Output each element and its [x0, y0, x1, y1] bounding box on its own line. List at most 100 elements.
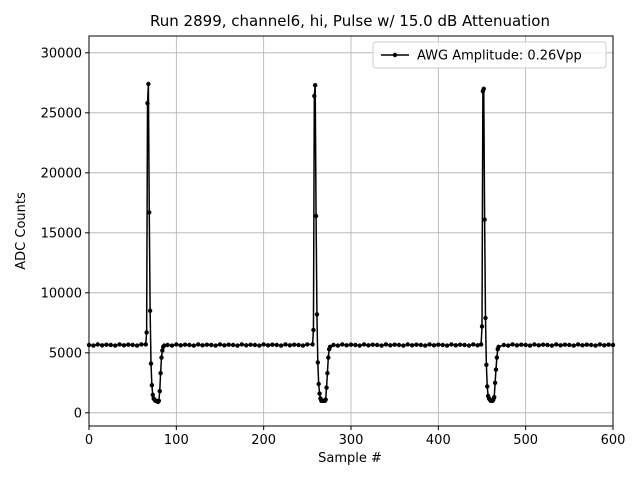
data-point — [496, 344, 501, 349]
data-point — [444, 343, 450, 348]
data-point — [427, 342, 432, 347]
y-tick-label: 25000 — [41, 106, 82, 121]
data-point — [597, 342, 603, 347]
x-tick-label: 500 — [513, 433, 538, 448]
data-point — [305, 342, 310, 347]
data-point — [209, 342, 214, 348]
data-point — [315, 360, 321, 365]
legend-marker — [392, 52, 398, 58]
data-point — [493, 367, 499, 372]
data-point — [146, 81, 151, 87]
y-tick-label: 30000 — [41, 46, 82, 61]
data-point — [239, 342, 245, 347]
data-point — [149, 383, 155, 388]
data-point — [244, 343, 249, 348]
data-point — [226, 342, 231, 347]
data-point — [466, 343, 472, 348]
y-tick-label: 20000 — [41, 166, 82, 181]
data-point — [357, 343, 362, 348]
data-point — [158, 371, 163, 376]
data-point — [195, 342, 201, 347]
data-point — [593, 343, 598, 348]
data-point — [575, 342, 581, 347]
data-point — [348, 342, 354, 347]
data-point — [366, 343, 371, 348]
x-tick-label: 0 — [85, 433, 93, 448]
data-point — [494, 355, 500, 360]
x-axis-label: Sample # — [318, 451, 382, 466]
data-point — [283, 342, 288, 347]
data-point — [145, 101, 150, 106]
data-point — [440, 342, 445, 348]
data-point — [602, 343, 607, 348]
data-point — [588, 342, 594, 348]
data-point — [160, 348, 165, 353]
data-point — [161, 343, 167, 348]
data-point — [485, 384, 490, 389]
data-point — [104, 342, 109, 347]
data-point — [191, 343, 196, 348]
data-point — [316, 381, 321, 387]
data-point — [606, 342, 611, 347]
data-point — [405, 342, 410, 347]
data-point — [296, 342, 301, 348]
data-point — [99, 343, 105, 348]
data-point — [182, 342, 188, 347]
data-point — [174, 342, 179, 347]
data-point — [344, 343, 349, 348]
data-point — [121, 343, 127, 348]
data-point — [549, 343, 555, 348]
x-tick-label: 200 — [251, 433, 276, 448]
data-point — [462, 342, 467, 348]
data-point — [545, 342, 550, 348]
data-point — [113, 343, 118, 348]
data-point — [274, 342, 279, 348]
data-point — [453, 343, 458, 348]
data-point — [117, 342, 122, 347]
data-point — [252, 342, 258, 348]
data-point — [567, 342, 572, 348]
data-point — [222, 343, 227, 348]
data-point — [457, 342, 463, 347]
y-tick-label: 15000 — [41, 226, 82, 241]
data-point — [313, 213, 319, 219]
data-point — [558, 343, 563, 348]
x-tick-label: 600 — [601, 433, 626, 448]
data-point — [532, 342, 537, 347]
data-point — [95, 342, 100, 347]
data-point — [323, 397, 328, 402]
data-point — [580, 343, 585, 348]
data-point — [519, 342, 524, 347]
data-point — [108, 342, 114, 348]
y-tick-label: 10000 — [41, 286, 82, 301]
data-point — [484, 362, 489, 367]
data-point — [379, 343, 384, 348]
data-point — [375, 342, 380, 348]
data-point — [562, 342, 568, 347]
data-point — [147, 308, 153, 313]
data-point — [143, 342, 148, 347]
data-point — [383, 342, 389, 347]
data-point — [292, 342, 297, 347]
data-point — [204, 342, 210, 347]
data-point — [478, 342, 484, 347]
data-point — [312, 93, 317, 99]
data-point — [324, 385, 329, 390]
data-point — [536, 343, 541, 348]
legend-label: AWG Amplitude: 0.26Vpp — [417, 49, 582, 64]
data-point — [126, 342, 131, 347]
data-point — [278, 343, 284, 348]
data-point — [479, 324, 485, 329]
data-point — [314, 312, 320, 317]
data-point — [353, 342, 358, 348]
data-point — [361, 342, 367, 347]
data-point — [492, 395, 497, 400]
data-point — [370, 342, 376, 347]
data-point — [392, 342, 397, 347]
plot-frame — [88, 35, 614, 427]
data-point — [471, 342, 476, 347]
data-point — [506, 343, 511, 348]
data-point — [147, 210, 152, 215]
data-point — [157, 389, 162, 394]
data-point — [501, 342, 507, 348]
